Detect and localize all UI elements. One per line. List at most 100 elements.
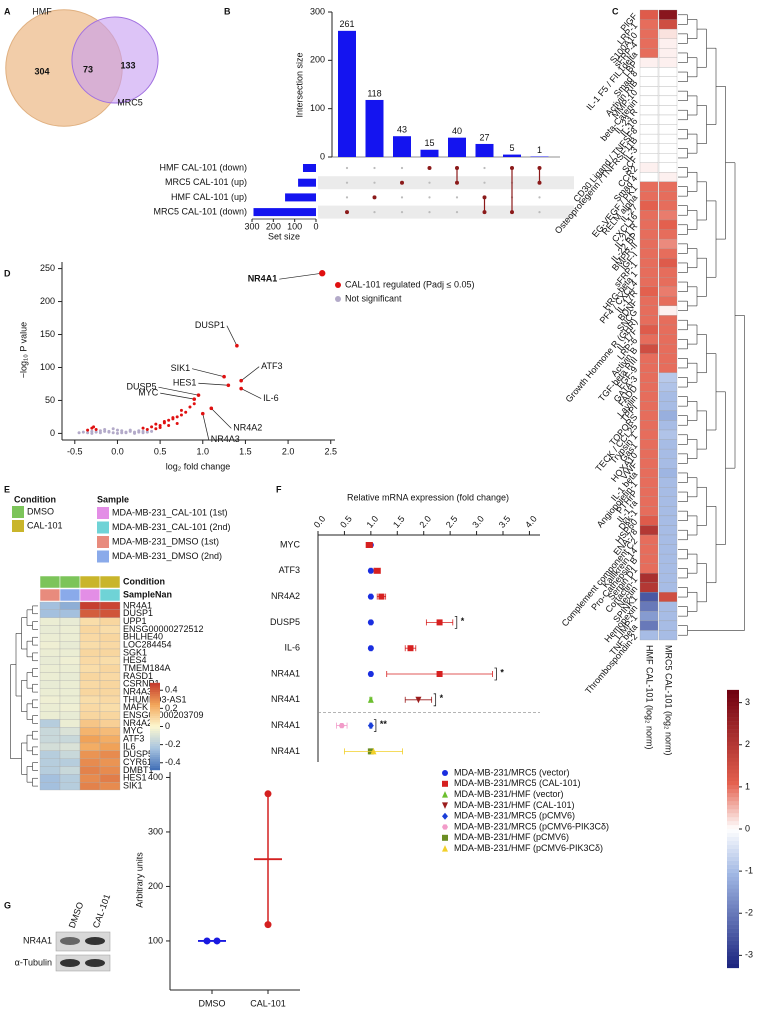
panel-label: F	[276, 484, 282, 494]
row-label: UPP1	[123, 616, 147, 626]
heat-cell	[639, 401, 659, 412]
colorbar-cell	[727, 813, 739, 818]
set-size-bar	[253, 208, 316, 217]
heat-cell	[79, 625, 101, 634]
bar	[338, 30, 356, 158]
x-tick-label: 300	[244, 221, 259, 231]
heat-cell	[639, 67, 659, 77]
bar-label: 27	[479, 132, 489, 142]
heat-cell	[639, 334, 659, 345]
heat-cell	[639, 592, 659, 602]
annotation-cell	[59, 575, 81, 589]
colorbar-cell	[727, 840, 739, 845]
heat-cell	[658, 458, 678, 469]
colorbar-cell	[727, 713, 739, 718]
colorbar-cell	[727, 761, 739, 766]
heat-cell	[639, 353, 659, 364]
colorbar-label: 0.2	[165, 703, 178, 713]
point	[264, 790, 272, 798]
legend-label: MDA-MB-231/HMF (pCMV6)	[454, 832, 569, 842]
heat-cell	[658, 315, 678, 326]
blot-band	[60, 959, 80, 967]
heat-cell	[658, 200, 678, 211]
significance: *	[461, 616, 465, 626]
heat-cell	[99, 719, 121, 728]
matrix-dot-empty	[400, 166, 404, 170]
colorbar-cell	[727, 693, 739, 699]
axis-title: Arbitrary units	[134, 852, 144, 908]
colorbar-label: -2	[745, 908, 753, 918]
colorbar-cell	[727, 801, 739, 806]
colorbar-cell	[150, 684, 160, 688]
colorbar-cell	[150, 752, 160, 755]
heat-cell	[639, 238, 659, 249]
column-label: MRC5 CAL-101 (log₂ norm)	[664, 645, 674, 756]
heat-cell	[639, 544, 659, 555]
point-label: DUSP5	[126, 382, 156, 392]
heat-cell	[79, 774, 101, 783]
point	[436, 619, 443, 626]
colorbar-cell	[150, 765, 160, 769]
heat-cell	[639, 210, 659, 221]
point-label: NR4A3	[211, 434, 240, 444]
blot-band	[60, 937, 80, 945]
legend-marker	[442, 845, 448, 852]
colorbar-cell	[727, 745, 739, 750]
heat-cell	[639, 19, 659, 30]
point	[115, 431, 119, 435]
colorbar-cell	[727, 832, 739, 838]
heat-cell	[658, 76, 678, 87]
row-label: TMEM184A	[123, 663, 171, 673]
bar	[365, 99, 384, 157]
colorbar-cell	[727, 876, 739, 881]
colorbar-cell	[727, 848, 739, 853]
heat-cell	[39, 680, 61, 689]
colorbar-cell	[727, 705, 739, 710]
significance: **	[380, 719, 388, 729]
heat-cell	[639, 153, 659, 163]
point	[111, 431, 115, 435]
row-label: CSRNP1	[123, 679, 160, 689]
row-label: NR4A3	[123, 686, 152, 696]
heat-cell	[658, 57, 678, 68]
heat-cell	[99, 633, 121, 642]
heat-cell	[658, 238, 678, 249]
bar	[503, 154, 521, 157]
heat-cell	[39, 719, 61, 728]
legend-swatch	[97, 550, 109, 563]
annotation-cell	[99, 575, 121, 589]
point-label: DUSP1	[195, 320, 225, 330]
heat-cell	[639, 391, 659, 402]
heat-cell	[79, 672, 101, 681]
point	[407, 645, 414, 652]
leader-line	[160, 392, 195, 400]
colorbar-cell	[150, 748, 160, 751]
heat-cell	[658, 515, 678, 526]
heat-cell	[79, 735, 101, 744]
point	[338, 723, 345, 729]
point	[86, 431, 90, 435]
heat-cell	[658, 420, 678, 431]
colorbar-cell	[150, 728, 160, 732]
point	[107, 429, 111, 433]
x-tick-label: 0.5	[154, 446, 167, 456]
colorbar-label: 0	[165, 721, 170, 731]
labeled-point	[319, 270, 326, 277]
leader-line	[198, 382, 229, 386]
heat-cell	[99, 601, 121, 610]
bar-label: 1	[537, 145, 542, 155]
significance-bracket	[494, 667, 497, 681]
y-tick-label: 0	[50, 428, 55, 438]
panel-label: G	[4, 900, 11, 910]
heat-cell	[59, 735, 81, 744]
matrix-dot-empty	[428, 211, 431, 214]
colorbar-cell	[150, 754, 160, 758]
point	[167, 423, 171, 427]
matrix-dot	[455, 180, 459, 185]
colorbar-cell	[150, 704, 160, 708]
legend-marker	[442, 824, 448, 830]
heat-cell	[99, 680, 121, 689]
point	[436, 671, 443, 677]
heat-cell	[99, 656, 121, 665]
track-label: Condition	[123, 576, 165, 586]
